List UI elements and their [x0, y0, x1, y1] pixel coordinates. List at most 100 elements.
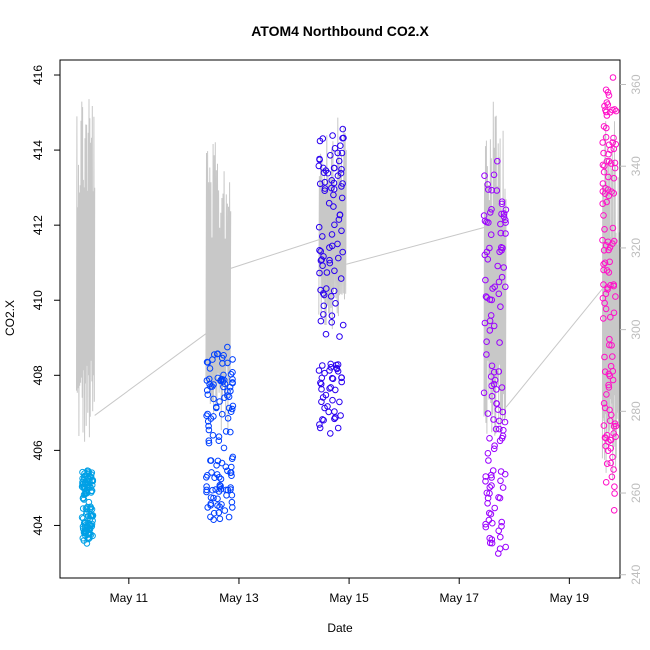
data-point: [609, 353, 616, 360]
secondary-connector-0: [94, 333, 207, 416]
data-point: [483, 338, 490, 346]
data-point: [319, 233, 326, 240]
data-point: [331, 408, 338, 415]
data-point: [224, 343, 231, 351]
data-point: [338, 227, 345, 235]
data-point: [320, 311, 327, 318]
data-point: [498, 518, 506, 526]
data-point: [206, 375, 213, 383]
data-point: [498, 273, 506, 281]
x-axis-ticks: May 11 May 13 May 15 May 17 May 19: [110, 578, 589, 605]
data-point: [600, 212, 607, 219]
data-point: [205, 426, 213, 434]
data-point: [334, 149, 342, 157]
data-point: [213, 471, 221, 478]
plot-box: [59, 59, 621, 579]
data-point: [484, 450, 492, 457]
data-point: [601, 102, 608, 110]
data-point: [320, 253, 327, 260]
data-point: [228, 463, 235, 471]
data-point: [486, 435, 493, 442]
data-point: [321, 185, 329, 192]
data-point: [496, 417, 503, 425]
data-point: [490, 322, 498, 330]
data-point: [605, 381, 612, 389]
data-point: [332, 414, 339, 421]
y-tick-label: 416: [31, 65, 45, 85]
data-point: [334, 424, 342, 432]
data-point: [605, 192, 613, 200]
data-point: [612, 107, 620, 115]
data-point: [319, 416, 326, 423]
data-point: [486, 327, 494, 334]
data-point: [485, 457, 492, 464]
data-point: [606, 258, 614, 266]
data-point: [228, 491, 236, 499]
data-point: [495, 550, 502, 557]
data-point: [229, 402, 237, 410]
data-point: [319, 262, 326, 270]
data-point: [214, 350, 221, 358]
secondary-series-lines: [76, 99, 620, 481]
data-point: [86, 530, 94, 538]
data-point: [83, 508, 90, 516]
data-point: [220, 444, 228, 452]
data-point: [612, 433, 619, 441]
data-point: [501, 470, 509, 478]
data-point: [606, 406, 613, 414]
data-point: [320, 416, 327, 424]
data-point: [339, 321, 347, 329]
data-point: [334, 368, 342, 375]
data-point: [83, 506, 91, 513]
data-point: [317, 248, 325, 255]
y2-tick-label: 300: [629, 319, 643, 339]
data-point: [600, 149, 607, 157]
data-point: [486, 534, 494, 542]
data-point: [484, 181, 492, 188]
y-tick-label: 412: [31, 215, 45, 235]
data-point: [602, 106, 609, 114]
data-point: [221, 394, 228, 402]
data-point: [337, 169, 345, 177]
data-point: [316, 269, 323, 277]
data-point: [329, 375, 337, 383]
data-point: [328, 319, 336, 326]
data-point: [604, 101, 612, 108]
data-point: [600, 123, 608, 130]
secondary-connector-1: [230, 239, 319, 269]
secondary-line-segment-4: [601, 121, 620, 481]
data-point: [83, 540, 91, 547]
data-point: [203, 488, 210, 496]
data-point: [216, 515, 224, 523]
data-point: [611, 159, 619, 167]
data-point: [81, 490, 89, 498]
data-point: [496, 339, 503, 346]
data-point: [209, 432, 217, 439]
data-point: [502, 283, 509, 291]
y-tick-label: 406: [31, 440, 45, 460]
data-point: [339, 125, 347, 133]
data-point: [609, 74, 617, 81]
y-tick-label: 410: [31, 290, 45, 310]
data-point: [601, 353, 608, 361]
data-point: [322, 167, 330, 174]
data-point: [319, 394, 327, 401]
data-point: [227, 428, 234, 436]
data-point: [213, 404, 220, 412]
data-point: [498, 523, 505, 530]
data-point: [498, 384, 506, 391]
data-point: [329, 132, 336, 139]
data-point: [317, 317, 325, 325]
data-point: [481, 172, 488, 179]
data-point: [321, 178, 329, 186]
data-point: [502, 206, 510, 214]
data-point: [80, 519, 88, 527]
data-point: [485, 516, 493, 524]
y2-tick-label: 320: [629, 238, 643, 258]
y-axis-ticks: 404 406 408 410 412 414 416: [31, 65, 60, 535]
data-point: [227, 469, 234, 477]
data-point: [316, 247, 323, 254]
data-point: [602, 479, 610, 486]
data-point: [605, 370, 613, 378]
